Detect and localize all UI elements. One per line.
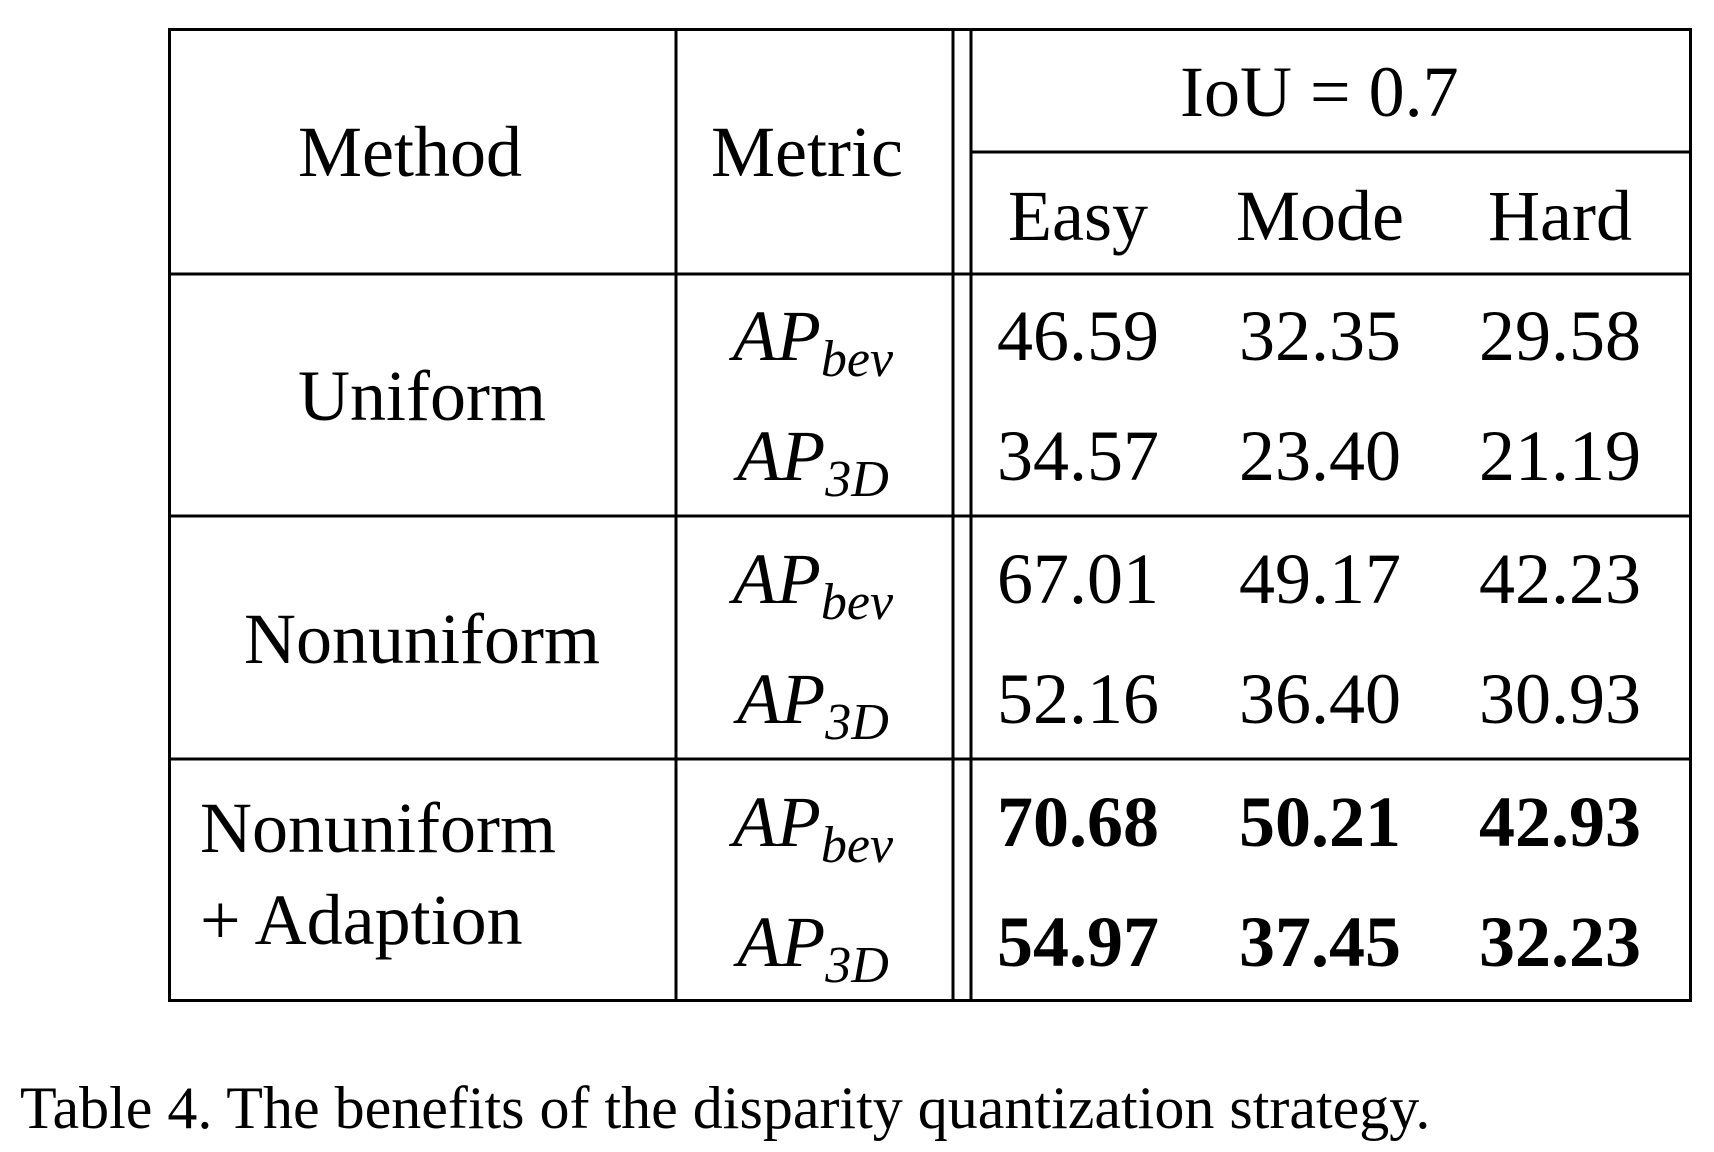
table-cell: 49.17	[1239, 539, 1401, 619]
table-cell: 34.57	[997, 416, 1159, 496]
table-caption: Table 4. The benefits of the disparity q…	[20, 1075, 1431, 1141]
metric-ap-3d: AP3D	[737, 416, 889, 508]
table-cell: 36.40	[1239, 659, 1401, 739]
method-nonuniform-adaption-line2: + Adaption	[200, 880, 523, 960]
header-col-easy: Easy	[1008, 176, 1148, 256]
table-cell: 42.23	[1479, 539, 1641, 619]
table-cell-best: 37.45	[1239, 902, 1401, 982]
table-cell-best: 70.68	[997, 782, 1159, 862]
metric-ap-bev: APbev	[732, 296, 894, 388]
header-method: Method	[298, 112, 522, 192]
table-cell-best: 42.93	[1479, 782, 1641, 862]
table-cell: 30.93	[1479, 659, 1641, 739]
metric-ap-bev: APbev	[732, 539, 894, 631]
method-nonuniform-adaption-line1: Nonuniform	[200, 788, 556, 868]
metric-ap-3d: AP3D	[737, 659, 889, 751]
table-cell-best: 50.21	[1239, 782, 1401, 862]
table-cell: 32.35	[1239, 296, 1401, 376]
header-iou-group: IoU = 0.7	[1180, 52, 1459, 132]
table-cell-best: 54.97	[997, 902, 1159, 982]
method-nonuniform: Nonuniform	[244, 599, 600, 679]
method-uniform: Uniform	[298, 356, 546, 436]
table-cell: 52.16	[997, 659, 1159, 739]
metric-ap-3d: AP3D	[737, 902, 889, 994]
table-grid-lines	[168, 28, 1692, 1002]
table-cell: 67.01	[997, 539, 1159, 619]
table-cell: 46.59	[997, 296, 1159, 376]
table-cell: 29.58	[1479, 296, 1641, 376]
table-cell: 21.19	[1479, 416, 1641, 496]
header-col-hard: Hard	[1488, 176, 1632, 256]
header-col-mode: Mode	[1236, 176, 1404, 256]
table-cell: 23.40	[1239, 416, 1401, 496]
table-cell-best: 32.23	[1479, 902, 1641, 982]
metric-ap-bev: APbev	[732, 782, 894, 874]
results-table: Method Metric IoU = 0.7 Easy Mode Hard U…	[168, 28, 1692, 1002]
header-metric: Metric	[711, 112, 903, 192]
